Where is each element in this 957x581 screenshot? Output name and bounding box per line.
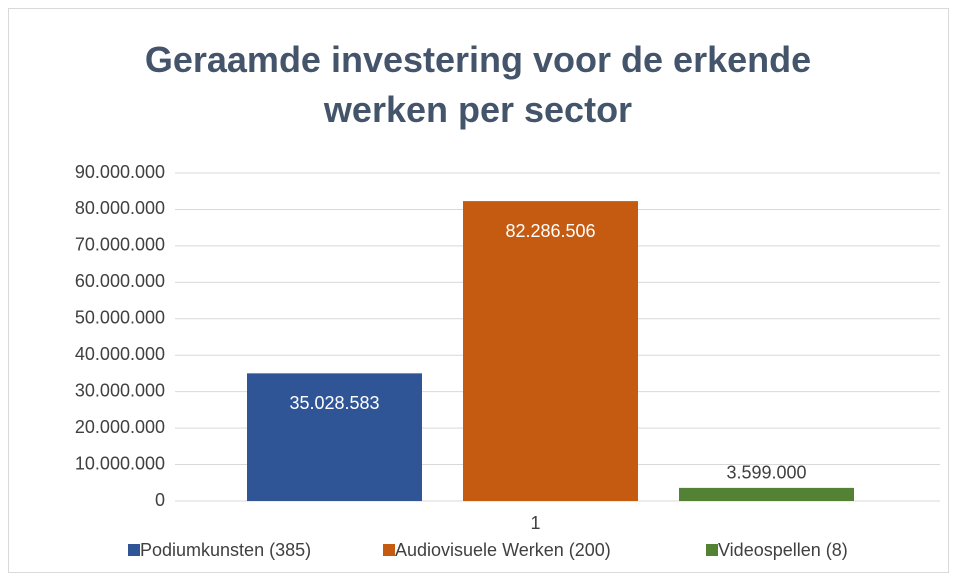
x-tick-label: 1 [530,513,540,533]
legend-swatch [706,544,718,556]
chart-title: Geraamde investering voor de erkende werk… [145,39,811,130]
legend-swatch [128,544,140,556]
y-tick-label: 10.000.000 [75,453,165,473]
legend-swatch [383,544,395,556]
data-label: 35.028.583 [289,393,379,413]
legend-label: Podiumkunsten (385) [140,540,311,560]
data-label: 3.599.000 [726,463,806,483]
y-tick-label: 70.000.000 [75,235,165,255]
y-tick-label: 0 [155,490,165,510]
y-tick-label: 90.000.000 [75,162,165,182]
y-tick-label: 40.000.000 [75,344,165,364]
y-tick-label: 60.000.000 [75,271,165,291]
bar [247,373,422,501]
bar [463,201,638,502]
legend-label: Videospellen (8) [718,540,848,560]
y-tick-label: 20.000.000 [75,417,165,437]
legend-label: Audiovisuele Werken (200) [395,540,611,560]
y-tick-label: 50.000.000 [75,308,165,328]
data-label: 82.286.506 [505,221,595,241]
y-tick-label: 30.000.000 [75,380,165,400]
y-tick-label: 80.000.000 [75,198,165,218]
bar [679,487,854,501]
